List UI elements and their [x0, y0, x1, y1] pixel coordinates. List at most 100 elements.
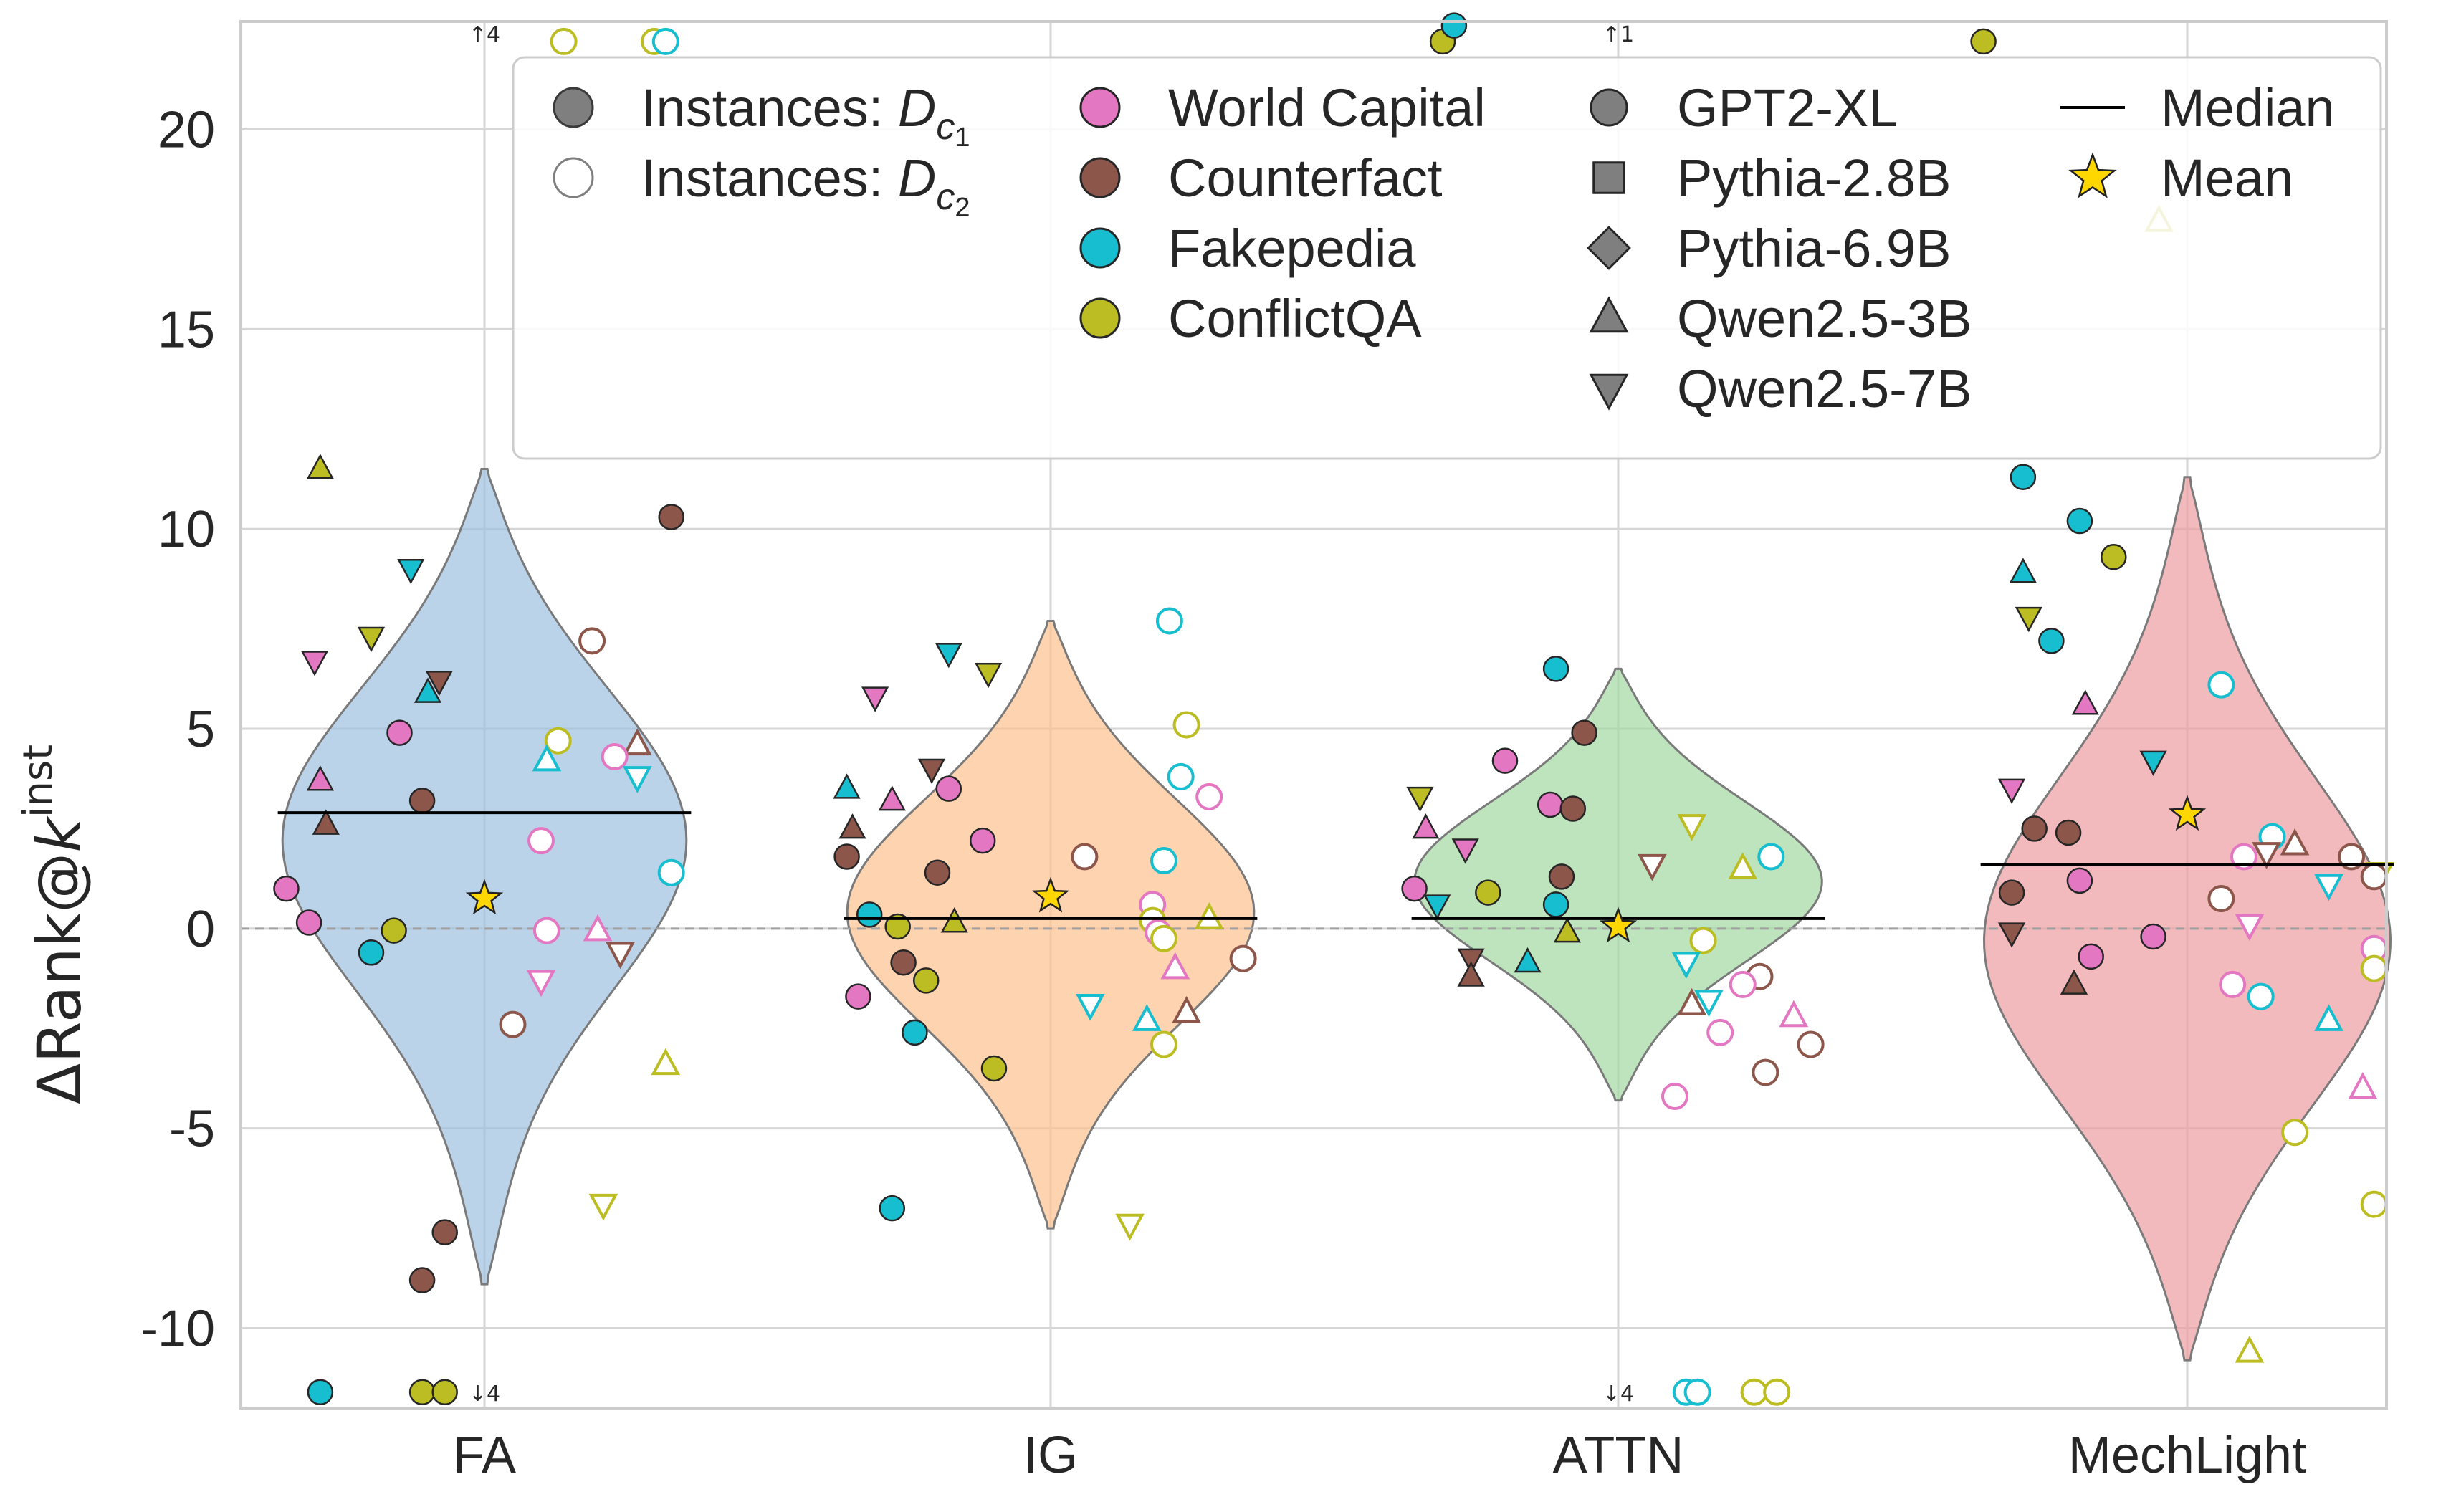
point-fa-conflictqa-qwen2-5-3b: [651, 1048, 681, 1076]
point-fa-counterfact-qwen2-5-7b: [606, 942, 635, 970]
legend-mean-marker: [2068, 152, 2117, 198]
point-fa-counterfact-gpt2-xl: [578, 627, 606, 655]
violin-ig: [846, 619, 1256, 1230]
point-attn-counterfact-qwen2-5-3b: [1457, 961, 1485, 987]
overflow-note-above: ↑1: [1602, 22, 1634, 47]
point-attn-counterfact-gpt2-xl: [1797, 1030, 1825, 1058]
point-mechlight-counterfact-gpt2-xl: [2360, 863, 2388, 891]
point-fa-conflictqa-gpt2-xl: [408, 1379, 436, 1405]
point-mechlight-conflictqa-qwen2-5-7b: [2015, 606, 2042, 633]
legend-instances-marker: [553, 157, 594, 198]
overflow-note-below: ↓4: [469, 1382, 500, 1407]
point-fa-world-capital-gpt2-xl: [386, 719, 413, 746]
point-fa-conflictqa-gpt2-xl: [381, 917, 407, 944]
point-mechlight-counterfact-qwen2-5-7b: [1998, 922, 2026, 948]
point-fa-conflictqa-qwen2-5-7b: [588, 1193, 618, 1221]
legend-dataset-marker: [1079, 87, 1121, 128]
point-attn-world-capital-qwen2-5-3b: [1412, 813, 1440, 839]
point-ig-counterfact-gpt2-xl: [1071, 843, 1099, 871]
point-fa-fakepedia-qwen2-5-3b: [532, 744, 562, 772]
point-fa-conflictqa-gpt2-xl: [544, 727, 572, 755]
point-ig-world-capital-gpt2-xl: [969, 827, 996, 854]
point-mechlight-world-capital-gpt2-xl: [2078, 943, 2104, 970]
point-fa-conflictqa-qwen2-5-3b: [306, 454, 334, 479]
point-ig-fakepedia-gpt2-xl: [879, 1195, 906, 1222]
point-fa-counterfact-qwen2-5-7b: [425, 671, 453, 697]
legend-model-marker: [1589, 373, 1629, 411]
point-mechlight-conflictqa-qwen2-5-3b: [2235, 1336, 2265, 1363]
point-ig-counterfact-gpt2-xl: [890, 949, 917, 976]
point-mechlight-fakepedia-gpt2-xl: [2010, 464, 2037, 490]
mean-star-ig: [1031, 876, 1070, 913]
point-attn-counterfact-qwen2-5-3b: [1677, 987, 1707, 1015]
point-fa-world-capital-qwen2-5-7b: [300, 651, 329, 676]
point-attn-world-capital-gpt2-xl: [1491, 747, 1519, 774]
point-mechlight-fakepedia-qwen2-5-3b: [2009, 558, 2037, 583]
point-ig-counterfact-qwen2-5-3b: [838, 813, 866, 839]
point-attn-counterfact-gpt2-xl: [1571, 719, 1597, 746]
point-attn-counterfact-gpt2-xl: [1559, 795, 1587, 822]
point-fa-conflictqa-gpt2-xl: [431, 1379, 458, 1405]
point-mechlight-world-capital-gpt2-xl: [2230, 843, 2258, 871]
legend-model-marker: [1587, 226, 1631, 270]
point-attn-world-capital-gpt2-xl: [1729, 970, 1757, 998]
point-attn-fakepedia-gpt2-xl: [1542, 656, 1570, 682]
point-attn-conflictqa-gpt2-xl: [1689, 927, 1717, 954]
mean-star-fa: [465, 879, 504, 915]
point-ig-conflictqa-gpt2-xl: [1150, 924, 1177, 952]
point-fa-world-capital-qwen2-5-3b: [583, 914, 613, 942]
point-mechlight-conflictqa-gpt2-xl: [1970, 28, 1997, 55]
y-tick-label: -10: [140, 1300, 215, 1357]
point-attn-fakepedia-qwen2-5-7b: [1423, 894, 1451, 920]
point-attn-world-capital-gpt2-xl: [1537, 791, 1564, 818]
point-mechlight-world-capital-qwen2-5-3b: [2071, 689, 2099, 715]
point-mechlight-counterfact-gpt2-xl: [2055, 819, 2082, 846]
point-ig-conflictqa-gpt2-xl: [1150, 1030, 1177, 1058]
legend-mean-label: Mean: [2161, 148, 2293, 208]
point-ig-counterfact-gpt2-xl: [1229, 944, 1257, 972]
x-tick-label: ATTN: [1553, 1427, 1684, 1484]
point-attn-world-capital-gpt2-xl: [1401, 875, 1428, 902]
point-attn-world-capital-gpt2-xl: [1706, 1018, 1734, 1046]
legend-instances-label: Instances: Dc1: [641, 78, 970, 153]
point-fa-conflictqa-qwen2-5-7b: [357, 626, 386, 653]
legend-box: [512, 56, 2382, 460]
point-fa-counterfact-qwen2-5-3b: [622, 728, 652, 756]
point-mechlight-world-capital-gpt2-xl: [2066, 867, 2093, 894]
point-mechlight-counterfact-gpt2-xl: [2021, 815, 2048, 842]
point-fa-world-capital-gpt2-xl: [601, 743, 629, 771]
point-ig-fakepedia-gpt2-xl: [1150, 847, 1177, 875]
x-tick-label: IG: [1023, 1427, 1078, 1484]
point-attn-conflictqa-gpt2-xl: [1740, 1378, 1768, 1406]
point-attn-conflictqa-qwen2-5-3b: [1728, 852, 1758, 879]
legend-dataset-marker: [1079, 297, 1121, 339]
legend-model-label: Pythia-6.9B: [1677, 219, 1951, 278]
legend-dataset-marker: [1079, 227, 1121, 269]
point-mechlight-fakepedia-gpt2-xl: [2066, 507, 2093, 535]
point-fa-counterfact-qwen2-5-3b: [312, 809, 340, 835]
point-mechlight-fakepedia-qwen2-5-7b: [2139, 750, 2167, 776]
point-attn-fakepedia-qwen2-5-7b: [1694, 990, 1724, 1018]
point-mechlight-world-capital-qwen2-5-7b: [2235, 914, 2265, 942]
point-ig-counterfact-gpt2-xl: [924, 859, 951, 886]
y-tick-labels: -10 -5 0 5 10 15 20: [140, 102, 215, 1358]
point-ig-fakepedia-gpt2-xl: [1167, 762, 1195, 790]
point-mechlight-fakepedia-gpt2-xl: [2247, 982, 2275, 1010]
overflow-note-below: ↓4: [1602, 1382, 1634, 1407]
point-ig-conflictqa-qwen2-5-3b: [940, 907, 968, 933]
point-fa-counterfact-gpt2-xl: [658, 504, 684, 530]
point-fa-fakepedia-gpt2-xl: [307, 1379, 334, 1405]
point-fa-fakepedia-gpt2-xl: [358, 939, 385, 966]
point-mechlight-counterfact-qwen2-5-3b: [2280, 828, 2310, 856]
legend-instances-marker: [553, 87, 594, 128]
legend-model-label: Pythia-2.8B: [1677, 148, 1951, 208]
point-mechlight-counterfact-gpt2-xl: [2338, 843, 2366, 871]
point-attn-conflictqa-qwen2-5-3b: [1553, 917, 1581, 943]
scatter-points: [273, 12, 2394, 1406]
point-fa-world-capital-gpt2-xl: [273, 875, 300, 902]
point-attn-world-capital-gpt2-xl: [1661, 1083, 1688, 1111]
point-ig-conflictqa-qwen2-5-7b: [975, 662, 1003, 689]
point-ig-world-capital-qwen2-5-7b: [861, 686, 889, 712]
point-fa-world-capital-qwen2-5-7b: [526, 970, 556, 997]
